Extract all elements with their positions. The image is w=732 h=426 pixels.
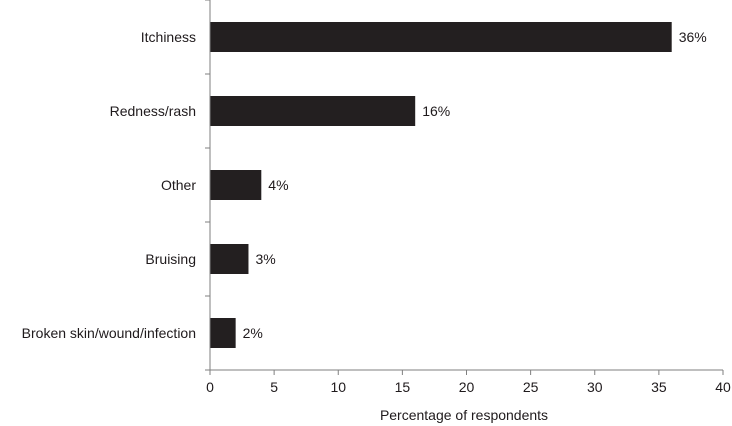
x-tick-label: 30 (587, 379, 603, 395)
x-axis-title: Percentage of respondents (380, 407, 548, 423)
bar (210, 244, 249, 274)
x-tick-label: 35 (651, 379, 667, 395)
bars-layer (210, 22, 672, 348)
bar (210, 318, 236, 348)
category-label: Broken skin/wound/infection (22, 325, 196, 341)
category-label: Redness/rash (110, 103, 196, 119)
x-tick-label: 0 (206, 379, 214, 395)
x-tick-label: 25 (523, 379, 539, 395)
category-label: Itchiness (141, 29, 196, 45)
data-label: 16% (422, 103, 450, 119)
bar (210, 22, 672, 52)
data-label: 36% (679, 29, 707, 45)
ticks-layer (205, 0, 724, 375)
x-tick-label: 15 (395, 379, 411, 395)
bar (210, 170, 262, 200)
labels-layer: 0 5 10 15 20 25 30 35 40 Itchiness 36% Redness/rash… (22, 29, 731, 395)
category-label: Other (161, 177, 196, 193)
data-label: 4% (268, 177, 288, 193)
x-tick-label: 20 (459, 379, 475, 395)
bar (210, 96, 416, 126)
data-label: 3% (255, 251, 275, 267)
x-tick-label: 10 (330, 379, 346, 395)
x-tick-label: 5 (270, 379, 278, 395)
category-label: Bruising (145, 251, 196, 267)
data-label: 2% (243, 325, 263, 341)
x-tick-label: 40 (715, 379, 731, 395)
